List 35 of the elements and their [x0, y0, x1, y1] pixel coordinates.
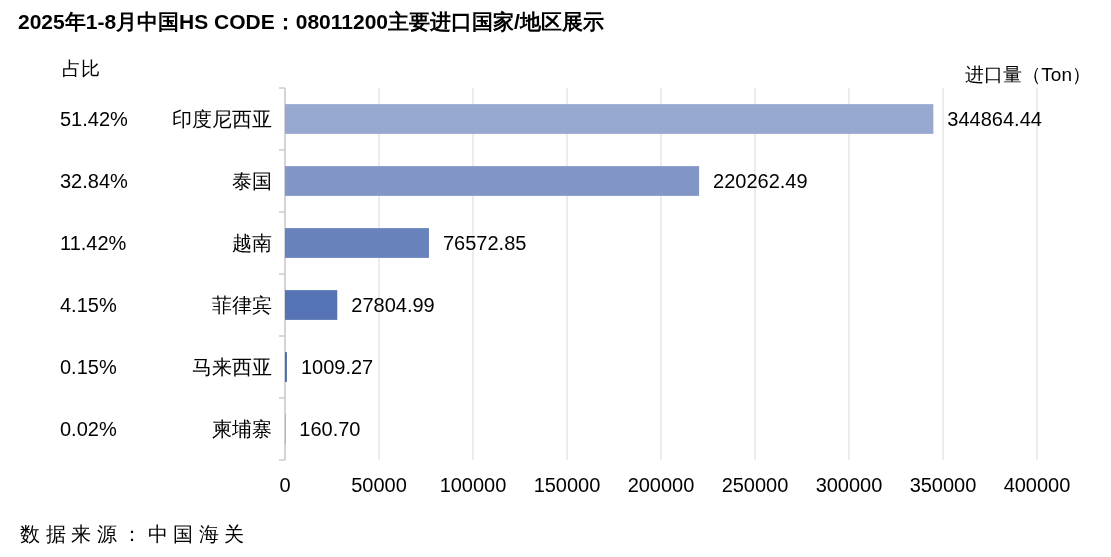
x-tick-label: 50000	[351, 474, 407, 496]
x-tick-label: 200000	[627, 474, 695, 496]
x-tick-label: 300000	[815, 474, 883, 496]
data-label: 76572.85	[442, 232, 527, 254]
y-tick-label: 越南	[232, 232, 272, 254]
y-tick-label: 菲律宾	[212, 294, 272, 316]
text: 11.42%	[60, 232, 127, 254]
source-note: 数据来源：中国海关	[20, 523, 250, 545]
text: 占比	[62, 57, 100, 79]
text: 51.42%	[60, 108, 129, 130]
y-tick-label: 泰国	[232, 170, 272, 192]
x-tick-label: 400000	[1003, 474, 1071, 496]
x-tick-label: 0	[279, 474, 291, 496]
x-tick-label: 350000	[909, 474, 977, 496]
data-label: 344864.44	[947, 108, 1042, 130]
x-tick-label: 100000	[439, 474, 507, 496]
x-axis-title: 进口量（Ton）	[965, 63, 1091, 85]
x-tick-label: 150000	[533, 474, 601, 496]
text: 4.15%	[60, 294, 117, 316]
text: 32.84%	[60, 170, 129, 192]
x-tick-label: 250000	[721, 474, 789, 496]
chart-title: 2025年1-8月中国HS CODE：08011200主要进口国家/地区展示	[18, 10, 604, 34]
bar	[285, 166, 700, 196]
bar	[285, 290, 338, 320]
data-label: 1009.27	[300, 356, 374, 378]
data-label: 27804.99	[351, 294, 435, 316]
y-tick-label: 马来西亚	[192, 356, 272, 378]
data-label: 160.70	[299, 418, 361, 440]
bar	[285, 104, 934, 134]
data-label: 220262.49	[713, 170, 808, 192]
bar	[285, 228, 429, 258]
y-tick-label: 印度尼西亚	[172, 108, 272, 130]
text: 0.15%	[60, 356, 117, 378]
y-tick-label: 柬埔寨	[212, 418, 272, 440]
text: 0.02%	[60, 418, 117, 440]
